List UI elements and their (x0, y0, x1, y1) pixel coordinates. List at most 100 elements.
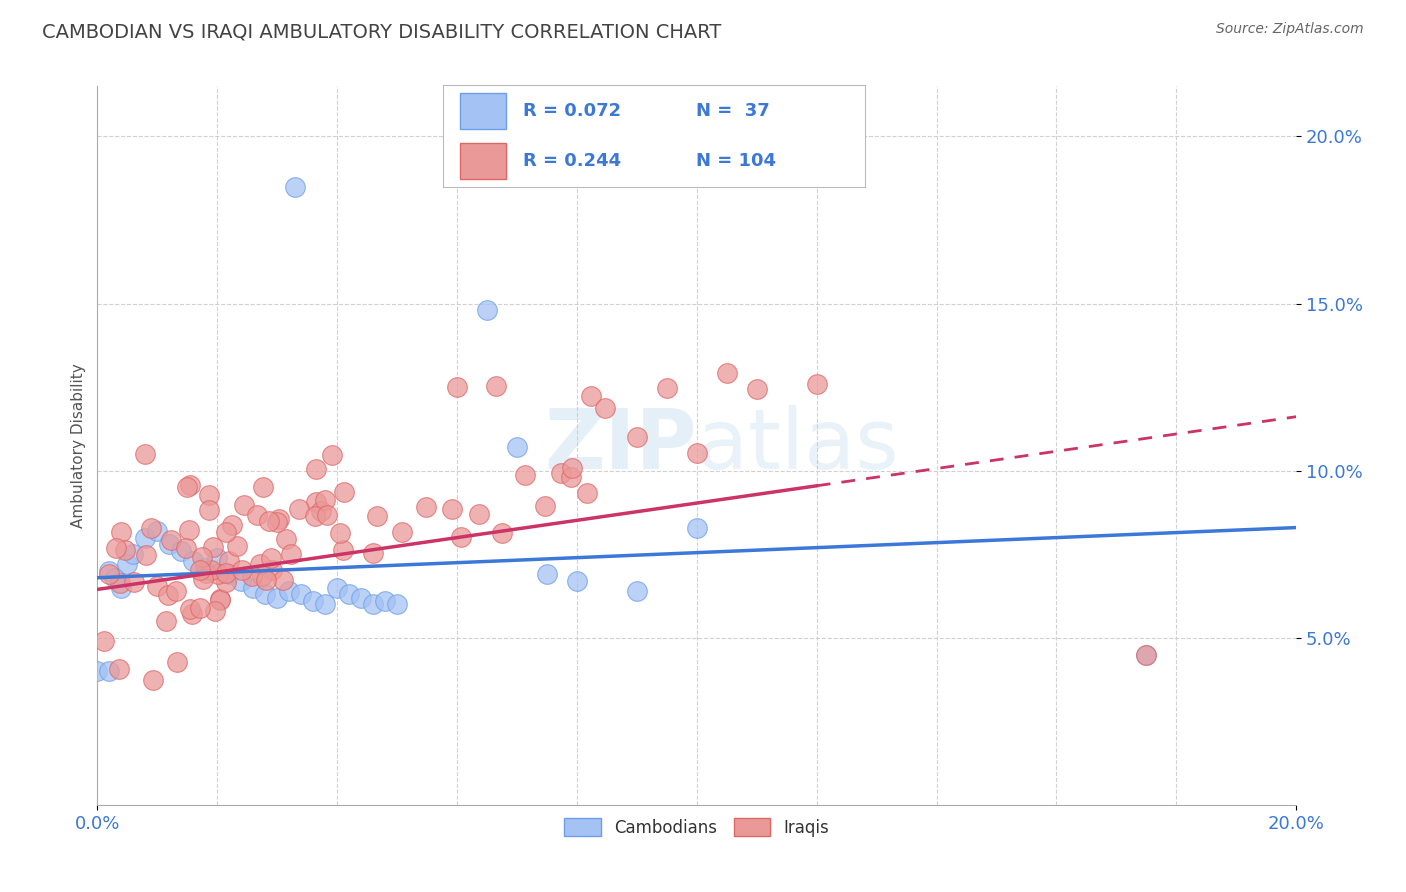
Point (124, 575, 146, 590)
Point (188, 563, 211, 577)
Point (181, 554, 204, 568)
Point (254, 587, 277, 601)
Point (271, 574, 294, 588)
Point (266, 591, 288, 605)
Point (321, 448, 343, 462)
Point (305, 494, 328, 508)
Text: R = 0.072: R = 0.072 (523, 102, 621, 120)
Point (191, 550, 214, 565)
Point (117, 558, 139, 572)
Point (290, 587, 312, 601)
Point (565, 574, 588, 588)
Point (806, 376, 828, 391)
Point (98, 567, 121, 582)
Point (332, 543, 354, 558)
Point (122, 547, 145, 561)
Point (142, 673, 165, 688)
FancyBboxPatch shape (460, 144, 506, 179)
Point (226, 539, 249, 553)
Point (361, 598, 384, 612)
Point (104, 571, 127, 585)
Point (288, 501, 311, 516)
Point (305, 462, 328, 476)
Point (207, 567, 229, 582)
Point (329, 526, 352, 541)
Point (110, 581, 132, 595)
Point (215, 525, 238, 540)
Point (280, 547, 302, 561)
Point (1135, 648, 1157, 662)
Point (686, 520, 709, 534)
Point (242, 581, 264, 595)
Point (302, 594, 325, 608)
Text: R = 0.244: R = 0.244 (523, 153, 621, 170)
Point (626, 584, 648, 599)
Point (188, 601, 211, 615)
Point (155, 614, 177, 628)
Point (560, 470, 582, 484)
Point (274, 533, 297, 547)
Y-axis label: Ambulatory Disability: Ambulatory Disability (72, 363, 86, 528)
Point (134, 531, 156, 545)
Point (198, 503, 221, 517)
Point (249, 558, 271, 572)
Point (204, 604, 226, 618)
Point (391, 524, 413, 539)
Point (214, 566, 236, 581)
Text: ZIP: ZIP (544, 405, 697, 486)
Point (278, 584, 301, 599)
Point (485, 378, 508, 392)
Point (181, 607, 204, 622)
Point (232, 498, 254, 512)
Point (745, 382, 768, 396)
Point (157, 537, 180, 551)
Point (209, 591, 232, 606)
Point (218, 554, 240, 568)
FancyBboxPatch shape (460, 93, 506, 128)
Point (550, 466, 572, 480)
Point (165, 583, 187, 598)
Point (107, 662, 129, 676)
Point (135, 548, 157, 562)
Point (1135, 648, 1157, 662)
Point (491, 525, 513, 540)
Point (374, 594, 396, 608)
Point (257, 514, 280, 528)
Point (536, 567, 558, 582)
Point (441, 502, 464, 516)
Point (363, 546, 385, 560)
Point (86, 665, 108, 679)
Point (450, 530, 472, 544)
Point (194, 560, 217, 574)
Point (686, 446, 709, 460)
Point (179, 602, 201, 616)
Point (246, 508, 269, 523)
Point (218, 567, 240, 582)
Point (506, 441, 529, 455)
Point (366, 508, 388, 523)
Point (252, 480, 274, 494)
Point (626, 430, 648, 444)
Point (266, 516, 288, 530)
Legend: Cambodians, Iraqis: Cambodians, Iraqis (557, 812, 837, 844)
Point (262, 563, 284, 577)
Point (267, 512, 290, 526)
Point (166, 655, 188, 669)
Text: N =  37: N = 37 (696, 102, 769, 120)
Point (194, 566, 217, 581)
Point (191, 572, 214, 586)
Text: N = 104: N = 104 (696, 153, 776, 170)
Point (156, 588, 179, 602)
Point (240, 569, 263, 583)
Point (104, 541, 127, 555)
Point (146, 579, 169, 593)
Point (446, 380, 468, 394)
Point (309, 504, 332, 518)
Point (254, 573, 277, 587)
Point (201, 541, 224, 555)
Point (207, 550, 229, 565)
Point (593, 401, 616, 416)
Point (108, 576, 131, 591)
Text: Source: ZipAtlas.com: Source: ZipAtlas.com (1216, 22, 1364, 37)
Point (655, 381, 678, 395)
